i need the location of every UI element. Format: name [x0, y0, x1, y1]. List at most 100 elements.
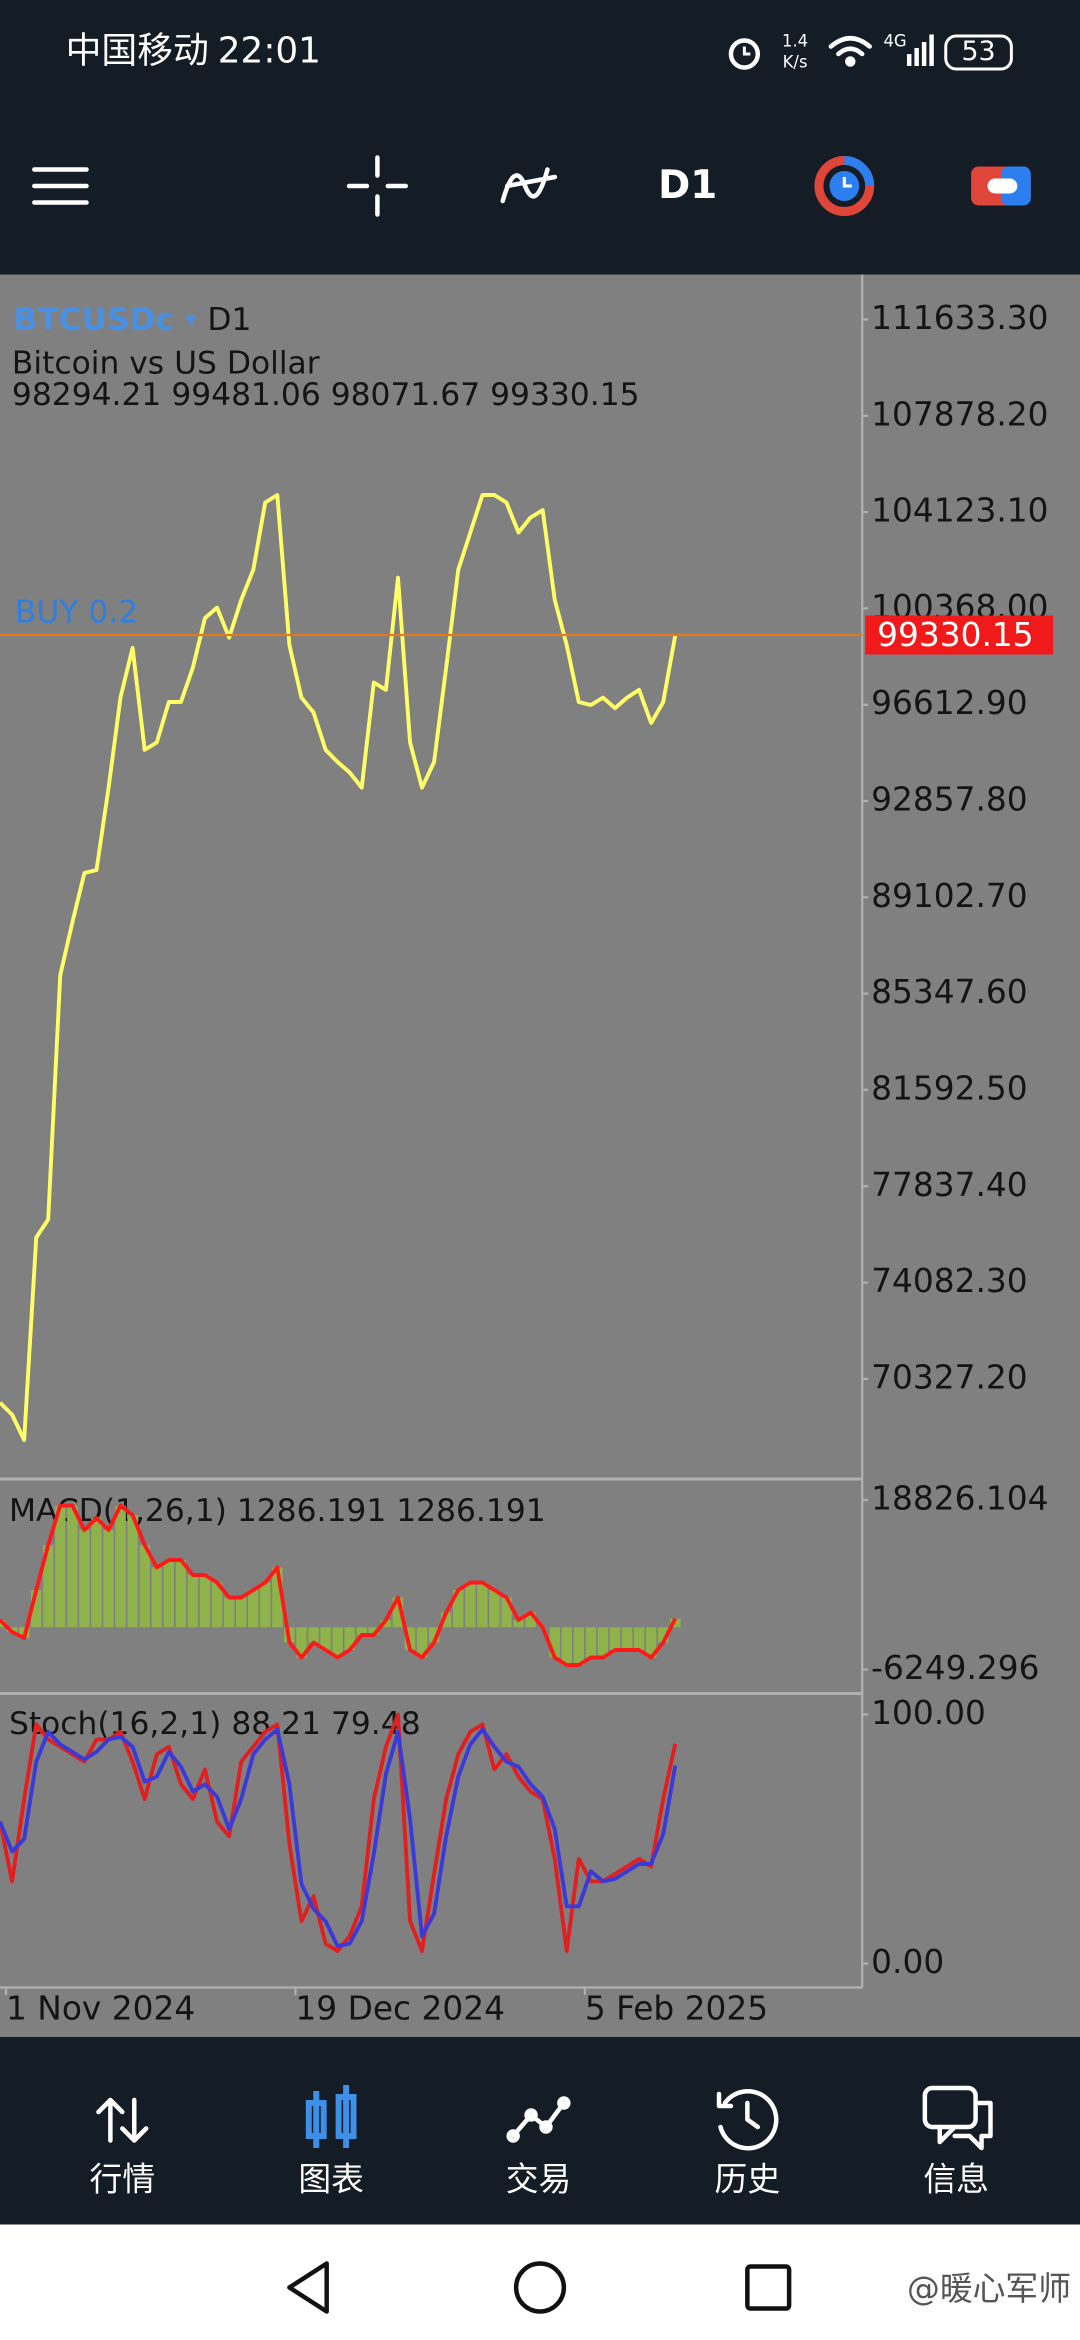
y-tick-label: 107878.20 — [871, 394, 1048, 433]
macd-bar — [30, 1589, 42, 1628]
system-nav — [0, 2224, 1080, 2340]
macd-bar — [501, 1597, 512, 1628]
x-tick-label: 5 Feb 2025 — [585, 1988, 768, 2027]
macd-bar — [633, 1627, 645, 1650]
y-tick-label: 0.00 — [871, 1942, 944, 1981]
macd-bar — [211, 1582, 223, 1628]
macd-bar — [43, 1544, 54, 1628]
macd-bar — [308, 1627, 319, 1643]
macd-bar — [465, 1582, 476, 1628]
battery-icon — [944, 34, 1013, 71]
current-price-label: 99330.15 — [877, 615, 1034, 654]
symbol-description: Bitcoin vs US Dollar — [12, 345, 320, 381]
nav-tab-label[interactable]: 信息 — [923, 2159, 989, 2198]
macd-signal-line — [0, 1503, 678, 1667]
macd-bar — [658, 1627, 669, 1643]
indicators-button[interactable] — [500, 167, 558, 204]
symbol[interactable]: BTCUSDc — [13, 302, 174, 338]
macd-bar — [320, 1627, 331, 1650]
macd-bar — [187, 1574, 199, 1628]
macd-bar — [115, 1505, 126, 1628]
macd-bar — [91, 1518, 102, 1628]
macd-bar — [392, 1597, 404, 1628]
y-tick-label: 92857.80 — [871, 779, 1028, 818]
net-speed: 1.4 — [782, 31, 808, 50]
y-tick-label: 70327.20 — [871, 1357, 1028, 1396]
top-bar — [0, 0, 1080, 275]
x-tick-label: 1 Nov 2024 — [6, 1988, 195, 2027]
nav-tab-label[interactable]: 图表 — [298, 2159, 364, 2198]
chart-tab-icon[interactable] — [305, 2085, 357, 2148]
alarm-icon — [728, 38, 761, 70]
macd-bar — [513, 1619, 524, 1628]
home-button[interactable] — [513, 2261, 567, 2314]
macd-bar — [67, 1505, 78, 1628]
macd-bar — [127, 1515, 138, 1628]
order-label[interactable]: BUY 0.2 — [15, 594, 138, 630]
crosshair-button[interactable] — [346, 155, 408, 217]
quotes-tab-icon[interactable] — [96, 2097, 149, 2143]
macd-bar — [573, 1627, 585, 1665]
macd-bar — [332, 1627, 343, 1658]
macd-bar — [235, 1597, 247, 1628]
macd-bar — [260, 1582, 271, 1628]
macd-bar — [55, 1505, 66, 1628]
macd-bar — [549, 1627, 560, 1658]
stoch-label: Stoch(16,2,1) 88.21 79.48 — [9, 1706, 421, 1742]
macd-bar — [296, 1627, 307, 1658]
trade-tab-icon[interactable] — [506, 2096, 571, 2143]
macd-bar — [199, 1574, 211, 1628]
wifi-icon — [828, 36, 872, 67]
macd-bar — [404, 1627, 416, 1650]
data-line — [0, 1727, 678, 1949]
macd-bar — [670, 1618, 681, 1628]
data-line — [0, 493, 678, 1442]
y-tick-label: 104123.10 — [871, 491, 1048, 530]
macd-bar — [440, 1612, 452, 1628]
macd-bar — [609, 1627, 621, 1650]
y-tick-label: 74082.30 — [871, 1261, 1028, 1300]
y-tick-label: 18826.104 — [871, 1478, 1048, 1517]
macd-bar — [163, 1559, 175, 1628]
macd-bar — [489, 1589, 500, 1628]
timeframe-button[interactable]: D1 — [658, 163, 717, 208]
y-tick-label: 81592.50 — [871, 1068, 1028, 1107]
signal-icon — [906, 34, 934, 66]
carrier: 中国移动 — [66, 30, 209, 71]
macd-bar — [453, 1589, 464, 1628]
macd-bar — [380, 1619, 392, 1628]
ohlc: 98294.21 99481.06 98071.67 99330.15 — [12, 377, 640, 413]
one-click-button[interactable] — [971, 166, 1031, 206]
macd-bar — [561, 1627, 572, 1665]
y-tick-label: -6249.296 — [871, 1648, 1039, 1687]
macd-bar — [223, 1597, 235, 1628]
history-tab-icon[interactable] — [716, 2089, 779, 2151]
macd-bar — [356, 1627, 367, 1635]
y-tick-label: 96612.90 — [871, 683, 1028, 722]
nav-tab-label[interactable]: 历史 — [715, 2159, 781, 2198]
macd-bar — [248, 1589, 259, 1628]
nav-tab-label[interactable]: 行情 — [90, 2159, 156, 2198]
macd-bar — [139, 1544, 150, 1628]
messages-tab-icon[interactable] — [922, 2085, 993, 2151]
menu-button[interactable] — [32, 167, 89, 205]
macd-bar — [621, 1627, 633, 1650]
watermark: @暖心军师 — [907, 2269, 1071, 2308]
y-tick-label: 111633.30 — [871, 298, 1048, 337]
trade-timer-button[interactable] — [814, 156, 875, 216]
y-tick-label: 77837.40 — [871, 1165, 1028, 1204]
battery-level: 53 — [961, 36, 995, 67]
macd-bar — [597, 1627, 609, 1658]
back-button[interactable] — [287, 2261, 329, 2314]
macd-bar — [344, 1627, 355, 1650]
recents-button[interactable] — [745, 2264, 792, 2311]
current-price-tag — [865, 615, 1054, 655]
macd-bar — [416, 1627, 428, 1658]
nav-tab-label[interactable]: 交易 — [506, 2159, 572, 2198]
macd-bar — [368, 1627, 380, 1635]
y-tick-label: 85347.60 — [871, 972, 1028, 1011]
macd-bar — [477, 1582, 488, 1628]
y-tick-label: 89102.70 — [871, 876, 1028, 915]
